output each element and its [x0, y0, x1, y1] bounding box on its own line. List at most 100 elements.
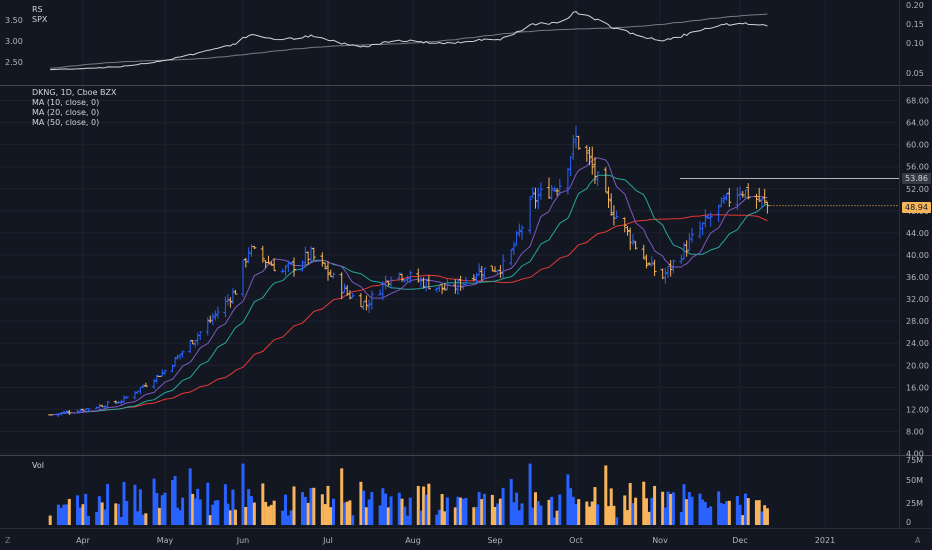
symbol-title[interactable]: DKNG, 1D, Cboe BZX	[32, 88, 117, 97]
ohlc-bar	[690, 227, 694, 243]
ohlc-bar	[67, 409, 72, 416]
ohlc-bar	[154, 374, 159, 384]
price-tick-label: 68.00	[906, 97, 929, 106]
volume-bar	[65, 504, 69, 525]
ohlc-bar	[549, 184, 554, 200]
ohlc-bar	[668, 259, 673, 277]
volume-bar	[208, 515, 212, 525]
volume-tick-label: 0	[906, 518, 911, 527]
volume-bar	[722, 503, 726, 525]
ohlc-bar	[122, 395, 126, 404]
ohlc-bar	[311, 247, 316, 261]
volume-bar	[252, 502, 256, 525]
volume-bar	[531, 507, 535, 525]
volume-bar	[281, 510, 285, 525]
ma50-legend[interactable]: MA (50, close, 0)	[32, 118, 100, 127]
time-tick-label: Jun	[236, 536, 250, 545]
ohlc-bar	[59, 412, 64, 416]
volume-bar	[472, 507, 476, 525]
ohlc-bar	[124, 396, 129, 399]
price-legend: DKNG, 1D, Cboe BZX MA (10, close, 0) MA …	[32, 88, 116, 128]
ohlc-bar	[609, 193, 614, 216]
volume-bar	[653, 486, 657, 525]
volume-bar	[244, 506, 248, 525]
volume-bar	[528, 463, 532, 525]
volume-bar	[482, 493, 486, 525]
volume-label[interactable]: Vol	[32, 461, 44, 470]
volume-bar	[424, 494, 428, 525]
volume-bar	[453, 507, 457, 525]
ohlc-bar	[633, 241, 638, 250]
volume-bar	[647, 511, 651, 525]
ohlc-bar	[722, 194, 726, 204]
ohlc-bar	[402, 279, 407, 284]
last-price-tag: 48.94	[902, 202, 931, 213]
volume-bar	[765, 508, 769, 525]
volume-tick-label: 50M	[906, 476, 923, 485]
volume-bar	[114, 503, 118, 525]
volume-bar	[536, 501, 540, 525]
volume-bar	[362, 490, 366, 525]
volume-tick-label: 25M	[906, 499, 923, 508]
time-tick-label: Dec	[732, 536, 747, 545]
timezone-icon[interactable]: Z	[5, 536, 11, 545]
ohlc-bar	[350, 292, 355, 298]
ohlc-bar	[358, 293, 363, 308]
rs-line	[50, 11, 768, 71]
volume-bar	[160, 495, 164, 525]
volume-bar	[612, 505, 616, 525]
volume-bar	[517, 510, 521, 525]
ohlc-bar	[138, 386, 143, 395]
volume-bar	[464, 497, 468, 525]
ohlc-bar	[369, 290, 374, 310]
volume-bar	[663, 507, 667, 525]
ohlc-bar	[517, 223, 522, 237]
ohlc-bar	[568, 156, 573, 176]
volume-bar	[378, 505, 382, 525]
price-tick-label: 44.00	[906, 229, 929, 238]
volume-bar	[95, 511, 99, 525]
volume-bar	[461, 498, 465, 525]
ma20-legend[interactable]: MA (20, close, 0)	[32, 108, 100, 117]
ohlc-bar	[501, 254, 506, 279]
ma10-legend[interactable]: MA (10, close, 0)	[32, 98, 100, 107]
rs-pane	[50, 11, 768, 71]
ohlc-bar	[458, 275, 463, 291]
volume-bar	[644, 498, 648, 525]
volume-bar	[727, 500, 731, 525]
ohlc-bar	[606, 186, 611, 208]
volume-bar	[76, 495, 80, 525]
volume-bar	[351, 515, 355, 525]
price-pane	[48, 125, 899, 417]
volume-bar	[284, 494, 287, 525]
volume-bar	[289, 510, 293, 525]
volume-bar	[152, 478, 156, 525]
auto-scale-icon[interactable]: A	[915, 536, 921, 545]
ohlc-bar	[482, 267, 487, 279]
ohlc-bar	[471, 274, 476, 282]
ohlc-bar	[514, 230, 519, 246]
volume-bar	[181, 497, 185, 525]
volume-bar	[67, 498, 71, 525]
ohlc-bar	[757, 187, 762, 203]
volume-bar	[62, 504, 66, 525]
ohlc-bar	[205, 316, 210, 336]
time-tick-label: May	[157, 536, 174, 545]
volume-bar	[59, 507, 63, 525]
time-tick-label: Aug	[405, 536, 421, 545]
volume-bar	[539, 505, 543, 525]
resistance-price-tag: 53.86	[902, 173, 931, 184]
ohlc-bar	[644, 254, 649, 269]
volume-bar	[155, 493, 159, 525]
time-tick-label: Nov	[652, 536, 668, 545]
volume-bar	[133, 484, 137, 525]
ohlc-bar	[361, 301, 366, 310]
ohlc-bar	[272, 258, 277, 272]
ohlc-bar	[461, 282, 466, 290]
volume-bar	[136, 511, 140, 525]
volume-bar	[671, 492, 675, 525]
ohlc-bar	[342, 283, 347, 293]
ohlc-bar	[590, 146, 595, 175]
ohlc-bar	[552, 186, 557, 192]
ohlc-bar	[536, 187, 541, 210]
